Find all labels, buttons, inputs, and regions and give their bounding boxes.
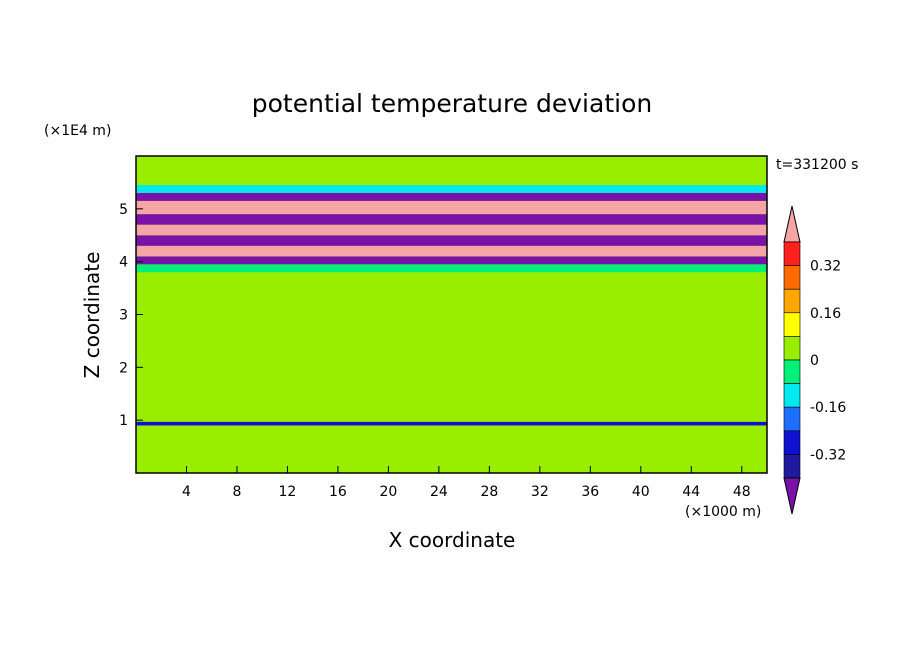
x-tick-label-36: 36	[581, 484, 599, 500]
colorbar-tick-label-3: -0.16	[810, 400, 846, 416]
y-unit-label: (×1E4 m)	[44, 123, 111, 139]
y-tick-label-1: 1	[119, 413, 128, 429]
contour-band-1	[136, 421, 767, 426]
colorbar-swatch-6	[783, 336, 801, 361]
x-tick-label-16: 16	[329, 484, 347, 500]
y-tick-label-3: 3	[119, 308, 128, 324]
y-tick-label-2: 2	[119, 360, 128, 376]
colorbar-extend-bottom	[783, 477, 801, 515]
contour-band-2	[136, 272, 767, 422]
colorbar-swatch-7	[783, 312, 801, 337]
y-axis: 1 2 3 4 5	[119, 202, 143, 429]
colorbar-swatch-8	[783, 288, 801, 314]
colorbar-swatch-3	[783, 406, 801, 432]
x-axis-title: X coordinate	[389, 528, 516, 552]
colorbar-swatch-10	[783, 241, 801, 266]
colorbar-swatch-9	[783, 265, 801, 290]
contour-band-12	[136, 156, 767, 186]
colorbar-swatch-4	[783, 383, 801, 408]
colorbar: 0.32 0.16 0 -0.16 -0.32	[783, 205, 846, 515]
x-tick-label-8: 8	[232, 484, 241, 500]
x-tick-label-28: 28	[480, 484, 498, 500]
contour-band-3	[136, 264, 767, 273]
colorbar-tick-label-1: 0.16	[810, 306, 841, 322]
colorbar-swatch-1	[783, 454, 801, 479]
chart-title: potential temperature deviation	[252, 89, 652, 118]
x-tick-label-12: 12	[279, 484, 297, 500]
contour-band-9	[136, 200, 767, 215]
x-tick-label-32: 32	[531, 484, 549, 500]
colorbar-swatch-5	[783, 359, 801, 384]
contour-band-8	[136, 214, 767, 225]
contour-band-6	[136, 235, 767, 246]
contour-band-10	[136, 192, 767, 201]
colorbar-extend-top	[783, 205, 801, 243]
x-tick-label-24: 24	[430, 484, 448, 500]
colorbar-tick-label-2: 0	[810, 353, 819, 369]
x-tick-label-48: 48	[733, 484, 751, 500]
contour-band-7	[136, 224, 767, 236]
y-tick-label-5: 5	[119, 202, 128, 218]
x-unit-label: (×1000 m)	[685, 504, 761, 520]
plot-area	[135, 155, 768, 474]
x-axis: 4 8 12 16 20 24 28 32 36 40 44 48	[182, 466, 751, 500]
y-tick-label-4: 4	[119, 255, 128, 271]
contour-band-11	[136, 185, 767, 193]
x-tick-label-44: 44	[682, 484, 700, 500]
x-tick-label-4: 4	[182, 484, 191, 500]
y-axis-title: Z coordinate	[80, 252, 104, 379]
time-label: t=331200 s	[776, 157, 858, 173]
contour-band-5	[136, 245, 767, 257]
x-tick-label-40: 40	[632, 484, 650, 500]
contour-band-4	[136, 256, 767, 265]
x-tick-label-20: 20	[379, 484, 397, 500]
colorbar-tick-label-4: -0.32	[810, 447, 846, 463]
contour-band-0	[136, 425, 767, 473]
colorbar-swatch-2	[783, 430, 801, 455]
colorbar-tick-label-0: 0.32	[810, 259, 841, 275]
